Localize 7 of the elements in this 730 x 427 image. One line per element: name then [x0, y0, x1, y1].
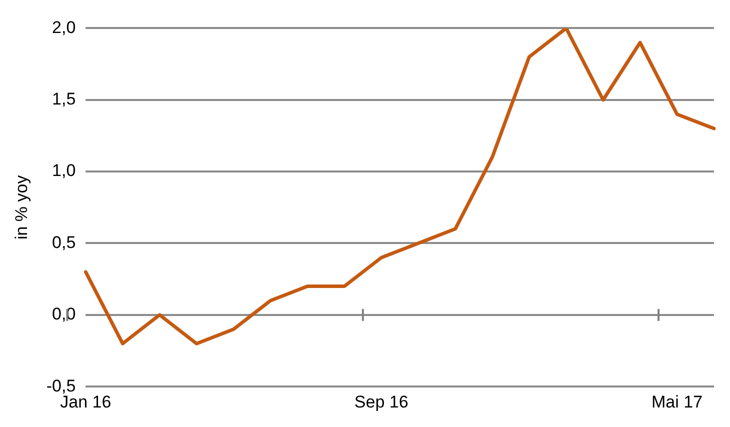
y-axis-title: in % yoy	[12, 174, 31, 240]
x-tick-label: Sep 16	[354, 392, 408, 412]
y-tick-label: 1,0	[52, 161, 76, 180]
x-tick-label: Mai 17	[652, 392, 703, 412]
y-tick-label: 1,5	[52, 90, 76, 109]
y-tick-label: 0,5	[52, 232, 76, 252]
y-tick-label: 2,0	[52, 18, 76, 37]
